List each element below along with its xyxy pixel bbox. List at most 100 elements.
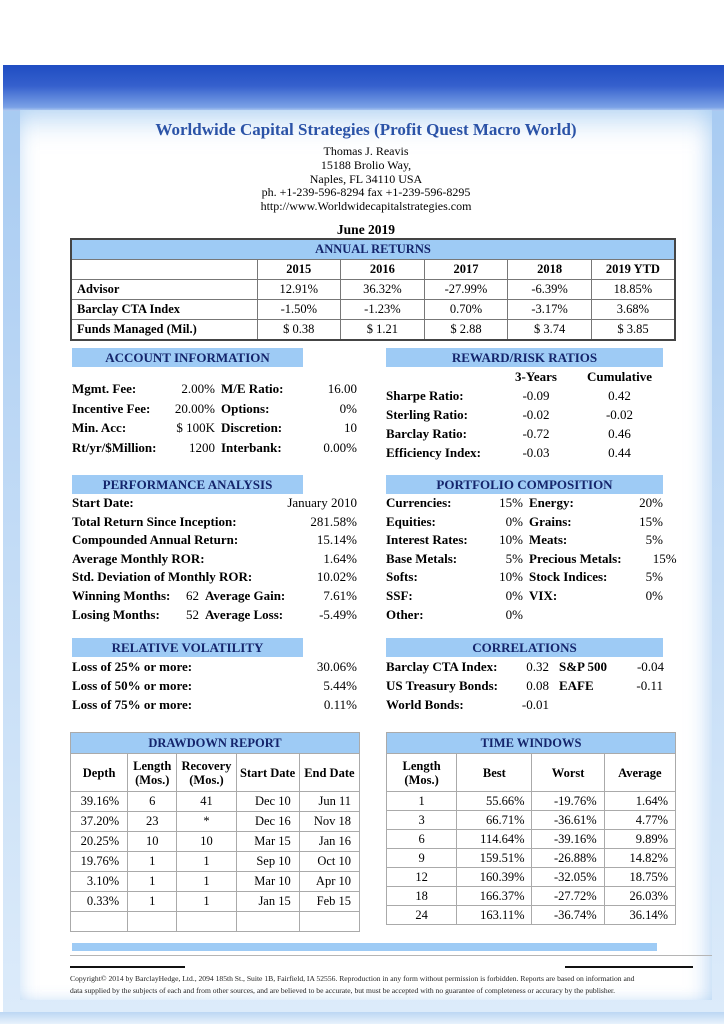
table-cell: Mar 15 xyxy=(235,831,300,852)
stat-label: Total Return Since Inception: xyxy=(72,513,237,529)
table-cell: $ 0.38 xyxy=(256,319,342,341)
copyright-line: Copyright© 2014 by BarclayHedge, Ltd., 2… xyxy=(70,974,635,983)
table-cell: 23 xyxy=(127,811,178,832)
stat-row: Interest Rates: 10% Meats: 5% xyxy=(386,531,663,550)
stat-label: Sterling Ratio: xyxy=(386,407,468,422)
table-cell: 18 xyxy=(385,886,458,906)
stat-value: 5% xyxy=(505,550,523,566)
table-cell: -27.99% xyxy=(423,279,509,300)
stat-label: Sharpe Ratio: xyxy=(386,388,464,403)
table-cell: Sep 10 xyxy=(235,851,300,872)
column-header: End Date xyxy=(298,753,361,792)
stat-row: Rt/yr/$Million: 1200 Interbank: 0.00% xyxy=(72,438,357,458)
column-header: 2019 YTD xyxy=(590,259,676,280)
footer-rule xyxy=(70,955,712,956)
stat-value: -0.03 xyxy=(522,445,550,460)
stat-value: 15.14% xyxy=(316,532,357,548)
stat-value: -0.01 xyxy=(521,697,549,712)
table-cell xyxy=(298,911,361,932)
section-account-information: ACCOUNT INFORMATION Mgmt. Fee: 2.00% M/E… xyxy=(72,348,357,457)
contact-block: Thomas J. Reavis 15188 Brolio Way, Naple… xyxy=(20,144,712,214)
column-header: Length (Mos.) xyxy=(127,753,178,792)
contact-phone-fax: ph. +1-239-596-8294 fax +1-239-596-8295 xyxy=(261,185,471,200)
stat-label: Other: xyxy=(386,606,424,622)
table-cell: 10 xyxy=(127,831,178,852)
stat-label: M/E Ratio: xyxy=(221,381,284,396)
table-row: 12 160.39% -32.05% 18.75% xyxy=(385,867,677,887)
report-header: Worldwide Capital Strategies (Profit Que… xyxy=(20,120,712,238)
stat-value: 5% xyxy=(645,532,663,548)
stat-label: World Bonds: xyxy=(386,697,464,712)
table-title-row: ANNUAL RETURNS xyxy=(70,238,676,260)
section-title: PERFORMANCE ANALYSIS xyxy=(72,475,303,494)
table-row: 0.33% 1 1 Jan 15 Feb 15 xyxy=(69,891,361,912)
stat-value: 0.32 xyxy=(526,659,549,674)
contact-website-link[interactable]: http://www.Worldwidecapitalstrategies.co… xyxy=(260,199,472,214)
table-cell: Funds Managed (Mil.) xyxy=(70,319,258,341)
stat-label: Rt/yr/$Million: xyxy=(72,439,157,455)
stat-value: 0% xyxy=(505,513,523,529)
stat-label: Base Metals: xyxy=(386,550,458,566)
table-cell: -1.50% xyxy=(256,299,342,320)
stat-row: Base Metals: 5% Precious Metals: 15% xyxy=(386,550,677,569)
stat-value: January 2010 xyxy=(287,495,357,510)
stat-label: Loss of 25% or more: xyxy=(72,659,193,674)
table-cell: 3 xyxy=(385,810,458,830)
stat-value: 30.06% xyxy=(316,659,357,674)
column-header: 2017 xyxy=(423,259,509,280)
table-cell: Oct 10 xyxy=(298,851,361,872)
stat-label: Winning Months: xyxy=(72,587,171,603)
column-header: Best xyxy=(456,753,533,792)
table-cell: 6 xyxy=(127,791,178,812)
table-cell: 1 xyxy=(176,871,237,892)
stat-value: 1200 xyxy=(189,439,215,455)
table-cell: 18.85% xyxy=(590,279,676,300)
table-cell: -19.76% xyxy=(531,791,605,811)
report-date: June 2019 xyxy=(336,221,396,237)
bottom-gradient-band xyxy=(0,1012,724,1024)
column-header-row: Length (Mos.) Best Worst Average xyxy=(385,753,677,792)
table-cell: 1 xyxy=(127,851,178,872)
table-cell: 19.76% xyxy=(69,851,129,872)
table-cell: 3.10% xyxy=(69,871,129,892)
column-header: 2015 xyxy=(256,259,342,280)
footer-line-left xyxy=(70,966,185,968)
stat-label: Precious Metals: xyxy=(529,550,622,566)
stat-value: 0.42 xyxy=(608,388,631,403)
stat-row: Incentive Fee: 20.00% Options: 0% xyxy=(72,399,357,419)
stat-value: -0.02 xyxy=(522,407,550,422)
stat-value: -0.72 xyxy=(522,426,550,441)
table-title: TIME WINDOWS xyxy=(386,732,676,754)
column-header: 3-Years xyxy=(515,369,557,384)
stat-label: Average Gain: xyxy=(205,587,286,603)
contact-street: 15188 Brolio Way, xyxy=(320,157,412,172)
table-cell: $ 3.74 xyxy=(507,319,592,341)
table-row: 9 159.51% -26.88% 14.82% xyxy=(385,848,677,868)
stat-label: Loss of 50% or more: xyxy=(72,678,193,693)
stat-label: VIX: xyxy=(529,587,558,603)
stat-label: Softs: xyxy=(386,569,418,585)
stat-row: Loss of 75% or more: 0.11% xyxy=(72,695,357,714)
table-row: Advisor 12.91% 36.32% -27.99% -6.39% 18.85% xyxy=(70,279,676,300)
stat-value: 0.11% xyxy=(323,697,357,712)
table-cell: Apr 10 xyxy=(298,871,361,892)
stat-value: 0% xyxy=(505,587,523,603)
table-row: Barclay CTA Index -1.50% -1.23% 0.70% -3.17%… xyxy=(70,299,676,320)
stat-label: Min. Acc: xyxy=(72,420,127,435)
table-cell: 39.16% xyxy=(69,791,129,812)
stat-row: Softs: 10% Stock Indices: 5% xyxy=(386,568,663,587)
table-cell: $ 3.85 xyxy=(590,319,676,341)
stat-value: 10% xyxy=(499,532,523,548)
table-cell: 12.91% xyxy=(256,279,342,300)
stat-value: 1.64% xyxy=(323,550,357,566)
stat-value: 0% xyxy=(339,400,357,416)
stat-value: 0% xyxy=(645,587,663,603)
stat-row: Average Monthly ROR: 1.64% xyxy=(72,550,357,569)
table-cell: 114.64% xyxy=(456,829,533,849)
stat-row: Min. Acc: $ 100K Discretion: 10 xyxy=(72,418,357,438)
stat-row: Mgmt. Fee: 2.00% M/E Ratio: 16.00 xyxy=(72,379,357,399)
stat-label: Options: xyxy=(221,400,270,416)
table-cell: 1 xyxy=(385,791,458,811)
table-body: 1 55.66% -19.76% 1.64% 3 66.71% -36.61% 4.77% 6 1… xyxy=(385,791,677,925)
stat-row: Losing Months: 52 Average Loss: -5.49% xyxy=(72,606,357,625)
